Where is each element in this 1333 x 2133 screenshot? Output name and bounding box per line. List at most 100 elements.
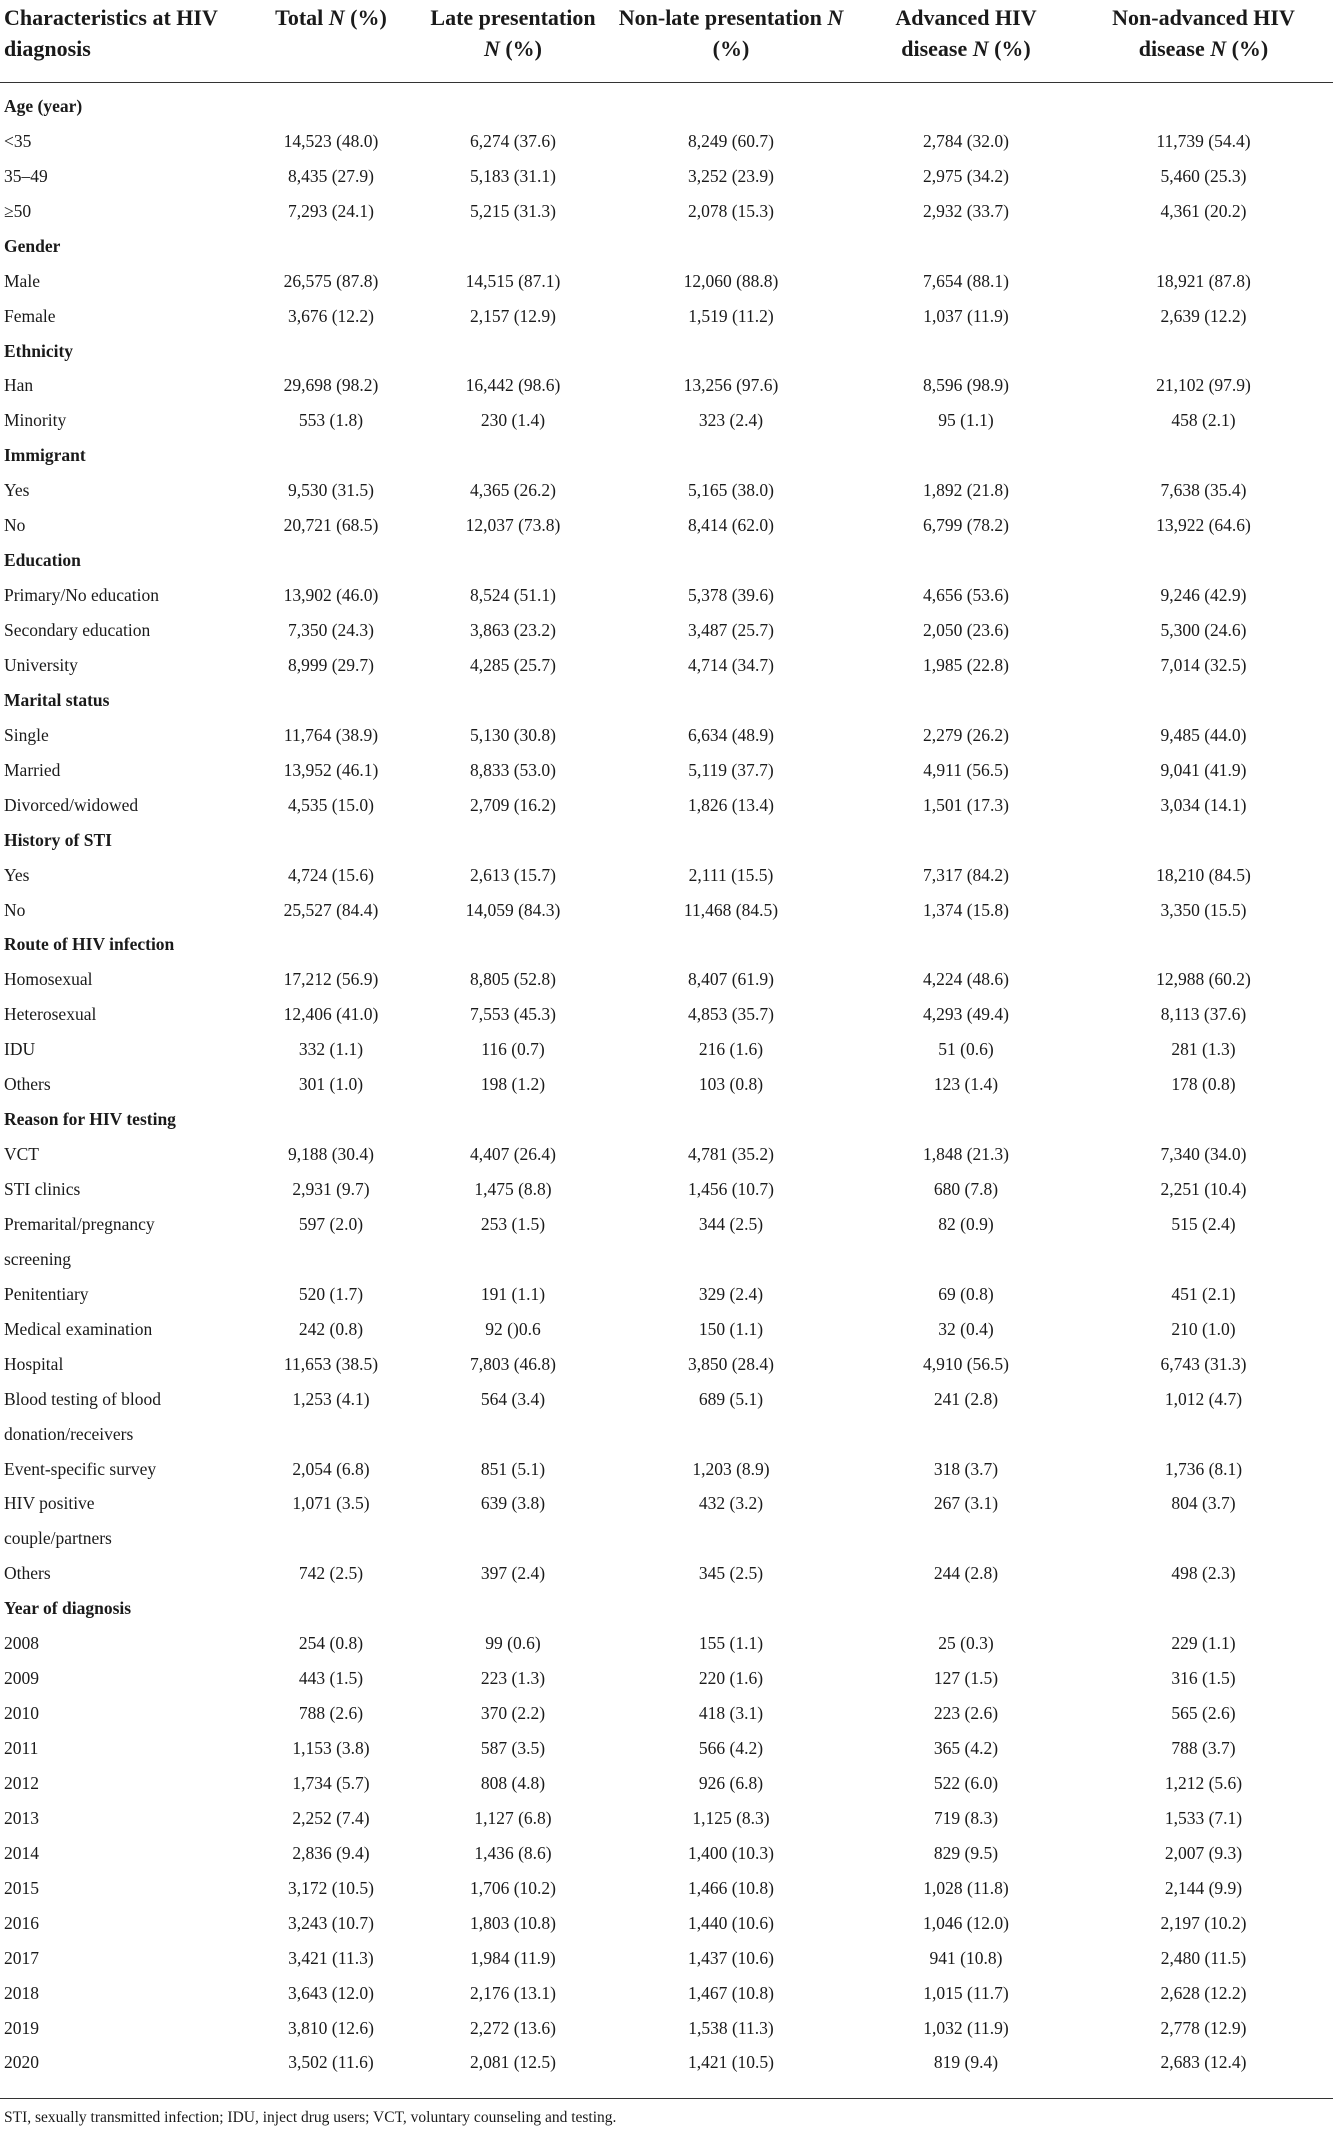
table-row: Hospital 11,653 (38.5) 7,803 (46.8) 3,850 (… <box>0 1347 1333 1382</box>
table-row: No 20,721 (68.5) 12,037 (73.8) 8,414 (62.0)… <box>0 508 1333 543</box>
header-non-late-presentation: Non-late presentation N (%) <box>604 0 858 83</box>
row-label: Married <box>4 759 61 780</box>
row-label: ≥50 <box>4 200 32 221</box>
table-body: Age (year) <35 14,523 (48.0) 6,274 (37.6) 8,… <box>0 83 1333 2081</box>
value-cell: 3,863 (23.2) <box>469 620 557 641</box>
value-cell: 1,127 (6.8) <box>474 1807 552 1828</box>
table-row: 2017 3,421 (11.3) 1,984 (11.9) 1,437 (10.6)… <box>0 1941 1333 1976</box>
value-cell <box>422 1417 604 1452</box>
value-cell: 941 (10.8) <box>929 1947 1003 1968</box>
value-cell <box>1074 1242 1333 1277</box>
value-cell: 1,706 (10.2) <box>469 1877 557 1898</box>
value-cell <box>240 1242 422 1277</box>
value-cell: 365 (4.2) <box>933 1738 999 1759</box>
row-label: Hospital <box>4 1353 64 1374</box>
value-cell: 1,400 (10.3) <box>687 1842 775 1863</box>
value-cell <box>240 229 422 264</box>
value-cell: 1,046 (12.0) <box>922 1912 1010 1933</box>
value-cell: 7,340 (34.0) <box>1160 1144 1247 1165</box>
value-cell: 1,212 (5.6) <box>1164 1772 1243 1793</box>
table-row: Primary/No education 13,902 (46.0) 8,524 (… <box>0 578 1333 613</box>
table-row: 2009 443 (1.5) 223 (1.3) 220 (1.6) 127 (1.5)… <box>0 1661 1333 1696</box>
value-cell: 3,243 (10.7) <box>287 1912 375 1933</box>
value-cell: 8,833 (53.0) <box>469 759 557 780</box>
group-heading-row: Route of HIV infection <box>0 928 1333 963</box>
group-heading-row: History of STI <box>0 823 1333 858</box>
value-cell <box>858 823 1074 858</box>
value-cell: 29,698 (98.2) <box>283 375 379 396</box>
value-cell: 1,533 (7.1) <box>1164 1807 1243 1828</box>
value-cell: 2,176 (13.1) <box>469 1982 557 2003</box>
value-cell <box>858 1242 1074 1277</box>
row-label: Han <box>4 375 34 396</box>
value-cell: 1,848 (21.3) <box>922 1144 1010 1165</box>
value-cell: 14,523 (48.0) <box>283 130 379 151</box>
value-cell: 329 (2.4) <box>698 1283 764 1304</box>
value-cell: 1,734 (5.7) <box>292 1772 370 1793</box>
value-cell: 178 (0.8) <box>1171 1074 1236 1095</box>
value-cell: 1,437 (10.6) <box>687 1947 775 1968</box>
value-cell: 191 (1.1) <box>480 1283 546 1304</box>
value-cell: 8,596 (98.9) <box>922 375 1010 396</box>
table-row: Homosexual 17,212 (56.9) 8,805 (52.8) 8,407… <box>0 962 1333 997</box>
row-label: donation/receivers <box>4 1423 134 1444</box>
value-cell: 719 (8.3) <box>933 1807 999 1828</box>
value-cell: 8,249 (60.7) <box>687 130 775 151</box>
value-cell <box>422 334 604 369</box>
value-cell: 210 (1.0) <box>1171 1318 1236 1339</box>
table-row: Han 29,698 (98.2) 16,442 (98.6) 13,256 (97.… <box>0 369 1333 404</box>
value-cell <box>604 823 858 858</box>
value-cell <box>422 1102 604 1137</box>
table-row: HIV positive 1,071 (3.5) 639 (3.8) 432 (3.2… <box>0 1487 1333 1522</box>
value-cell: 788 (3.7) <box>1171 1738 1236 1759</box>
row-label: University <box>4 654 78 675</box>
table-row: Married 13,952 (46.1) 8,833 (53.0) 5,119 (3… <box>0 753 1333 788</box>
value-cell: 819 (9.4) <box>933 2052 999 2073</box>
value-cell: 25,527 (84.4) <box>283 899 379 920</box>
value-cell: 851 (5.1) <box>480 1458 546 1479</box>
value-cell: 2,197 (10.2) <box>1160 1912 1247 1933</box>
value-cell: 18,921 (87.8) <box>1156 270 1251 291</box>
value-cell <box>858 928 1074 963</box>
group-heading-row: Reason for HIV testing <box>0 1102 1333 1137</box>
table-row: Male 26,575 (87.8) 14,515 (87.1) 12,060 (88… <box>0 264 1333 299</box>
value-cell: 2,081 (12.5) <box>469 2052 557 2073</box>
value-cell: 2,836 (9.4) <box>292 1842 370 1863</box>
group-label: Route of HIV infection <box>4 934 175 955</box>
value-cell <box>422 1242 604 1277</box>
value-cell: 2,050 (23.6) <box>922 620 1010 641</box>
value-cell: 13,902 (46.0) <box>283 585 379 606</box>
value-cell: 1,538 (11.3) <box>688 2017 774 2038</box>
group-label: History of STI <box>4 829 112 850</box>
value-cell: 216 (1.6) <box>698 1039 764 1060</box>
value-cell <box>858 334 1074 369</box>
value-cell: 2,709 (16.2) <box>469 794 557 815</box>
table-row: ≥50 7,293 (24.1) 5,215 (31.3) 2,078 (15.3) 2… <box>0 194 1333 229</box>
value-cell: 11,739 (54.4) <box>1156 130 1251 151</box>
value-cell: 253 (1.5) <box>480 1213 546 1234</box>
header-advanced-hiv: Advanced HIV disease N (%) <box>858 0 1074 83</box>
row-label: 2016 <box>4 1912 39 1933</box>
group-label: Reason for HIV testing <box>4 1109 176 1130</box>
value-cell: 318 (3.7) <box>933 1458 999 1479</box>
value-cell: 301 (1.0) <box>298 1074 364 1095</box>
value-cell: 241 (2.8) <box>933 1388 999 1409</box>
row-label: Minority <box>4 410 67 431</box>
value-cell: 4,224 (48.6) <box>922 969 1010 990</box>
value-cell: 9,041 (41.9) <box>1160 759 1247 780</box>
value-cell <box>858 83 1074 124</box>
characteristics-table: Characteristics at HIV diagnosis Total N… <box>0 0 1333 2081</box>
row-label: couple/partners <box>4 1528 112 1549</box>
value-cell: 3,850 (28.4) <box>687 1353 775 1374</box>
value-cell: 2,931 (9.7) <box>292 1179 370 1200</box>
value-cell: 1,736 (8.1) <box>1164 1458 1243 1479</box>
value-cell: 7,014 (32.5) <box>1160 654 1247 675</box>
group-label: Ethnicity <box>4 340 74 361</box>
header-total: Total N (%) <box>240 0 422 83</box>
group-heading-row: Education <box>0 543 1333 578</box>
value-cell: 3,810 (12.6) <box>287 2017 375 2038</box>
row-label: Single <box>4 724 49 745</box>
value-cell: 397 (2.4) <box>480 1563 546 1584</box>
value-cell: 829 (9.5) <box>933 1842 999 1863</box>
